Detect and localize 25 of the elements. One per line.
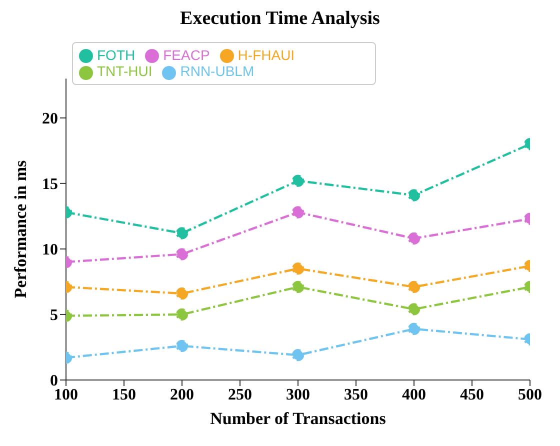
y-tick-label: 10 <box>42 242 58 259</box>
y-tick-label: 20 <box>42 110 58 128</box>
chart-title: Execution Time Analysis <box>179 8 381 31</box>
y-tick-label: 15 <box>42 176 58 194</box>
x-axis-title: Number of Transactions <box>210 409 386 428</box>
legend-label: RNN-UBLM <box>180 63 254 80</box>
y-axis-title: Performance in ms <box>11 160 30 298</box>
x-tick-label: 450 <box>460 386 484 404</box>
x-tick-label: 400 <box>402 386 426 404</box>
x-tick-label: 150 <box>112 386 136 404</box>
legend-label: H-FHAUI <box>238 47 295 63</box>
point <box>292 174 304 187</box>
x-tick-label: 350 <box>344 386 368 404</box>
legend-label: FEACP <box>163 47 210 63</box>
point <box>292 280 304 294</box>
legend-label: TNT-HUI <box>97 63 152 80</box>
x-tick-label: 250 <box>228 386 252 404</box>
point <box>292 262 304 275</box>
y-tick-label: 5 <box>50 307 58 324</box>
x-tick-label: 500 <box>518 386 542 404</box>
x-tick-label: 300 <box>286 386 310 404</box>
point <box>292 349 304 362</box>
point <box>292 206 304 218</box>
x-tick-label: 200 <box>170 386 194 404</box>
legend-label: FOTH <box>97 47 136 63</box>
